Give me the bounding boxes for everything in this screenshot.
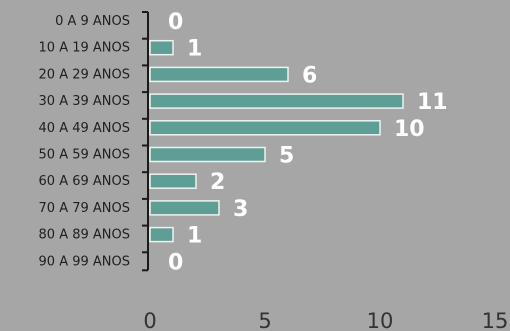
data-label: 6: [302, 63, 317, 88]
category-labels: 0 A 9 ANOS 10 A 19 ANOS 20 A 29 ANOS 30 A 3…: [39, 14, 130, 269]
category-label: 40 A 49 ANOS: [39, 121, 130, 136]
category-label: 60 A 69 ANOS: [39, 174, 130, 189]
bar: [149, 226, 174, 243]
x-tick-label: 5: [258, 309, 271, 331]
category-label: 30 A 39 ANOS: [39, 94, 130, 109]
bar: [149, 93, 404, 109]
x-tick-label: 0: [143, 309, 156, 331]
x-axis-ticks: 0 5 10 15: [143, 309, 508, 331]
data-label: 1: [187, 37, 202, 62]
category-label: 70 A 79 ANOS: [39, 201, 130, 216]
bar: [149, 173, 197, 189]
data-label: 0: [168, 10, 183, 35]
bar: [149, 120, 381, 136]
category-label: 50 A 59 ANOS: [39, 148, 130, 163]
category-label: 0 A 9 ANOS: [55, 14, 130, 29]
category-label: 10 A 19 ANOS: [39, 41, 130, 56]
bar: [149, 66, 289, 83]
category-label: 90 A 99 ANOS: [39, 254, 130, 269]
bars: [149, 39, 404, 243]
data-label: 0: [168, 250, 183, 275]
data-label: 11: [417, 90, 448, 115]
bar: [149, 200, 220, 216]
category-label: 20 A 29 ANOS: [39, 67, 130, 82]
data-label: 3: [233, 197, 248, 222]
y-axis: [142, 11, 149, 272]
bar: [149, 146, 266, 163]
x-tick-label: 10: [367, 309, 394, 331]
data-label: 5: [279, 144, 294, 169]
data-label: 2: [210, 170, 225, 195]
data-label: 10: [394, 117, 425, 142]
category-label: 80 A 89 ANOS: [39, 228, 130, 243]
bar: [149, 39, 174, 56]
x-tick-label: 15: [482, 309, 509, 331]
data-label: 1: [187, 224, 202, 249]
